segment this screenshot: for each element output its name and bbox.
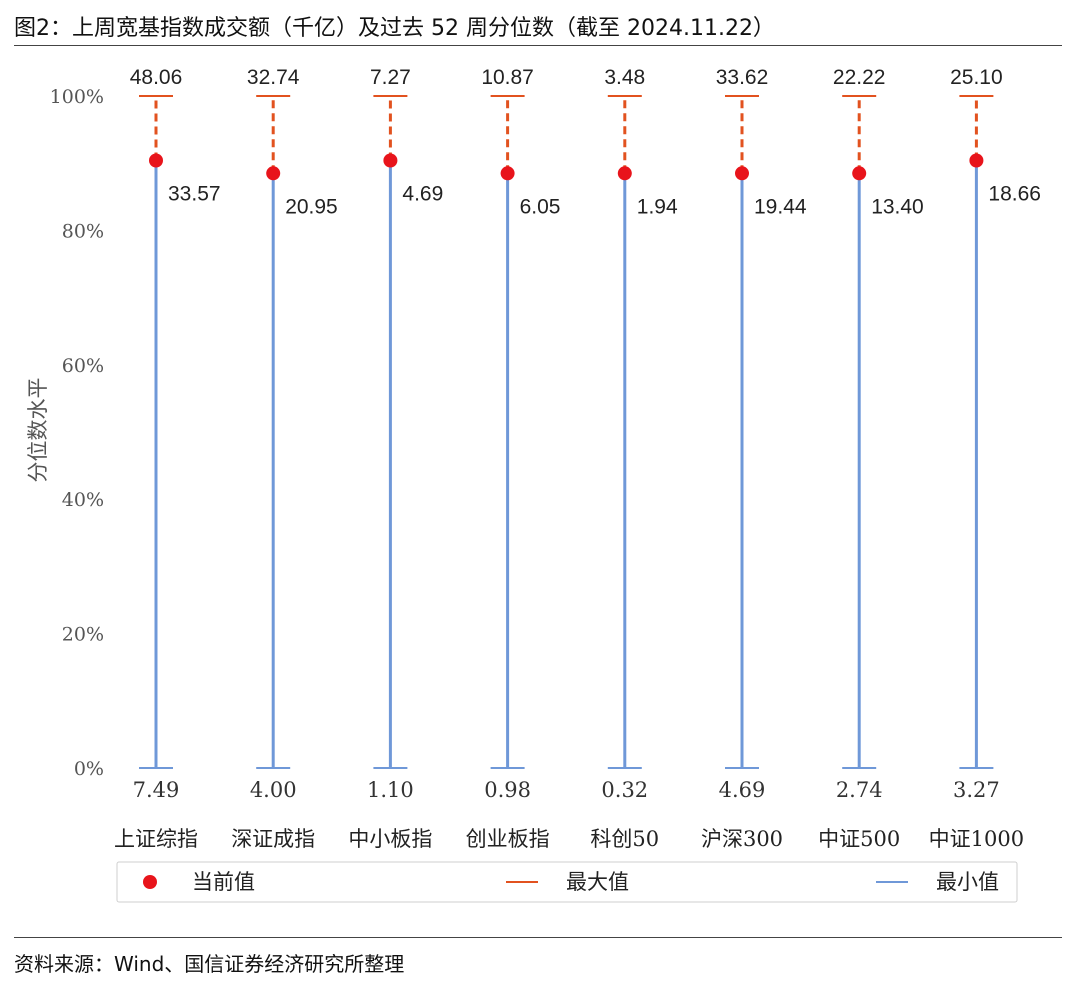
min-value-label: 4.00 bbox=[250, 778, 297, 802]
current-value-label: 4.69 bbox=[402, 183, 443, 206]
title-rule bbox=[14, 45, 1062, 46]
current-point bbox=[383, 153, 398, 168]
source-note: 资料来源：Wind、国信证券经济研究所整理 bbox=[14, 952, 405, 976]
x-category-label: 中证1000 bbox=[929, 827, 1024, 851]
legend-current-label: 当前值 bbox=[192, 870, 255, 894]
chart-marks: 48.06 33.57 7.49 32.74 20.95 4.00 7.27 4.69 1.10… bbox=[130, 66, 1041, 802]
min-value-label: 0.98 bbox=[484, 778, 531, 802]
current-point bbox=[735, 166, 749, 181]
current-point bbox=[617, 166, 632, 181]
current-value-label: 33.57 bbox=[168, 183, 221, 206]
current-value-label: 20.95 bbox=[285, 195, 338, 218]
x-category-label: 中证500 bbox=[818, 827, 900, 851]
x-category-label: 深证成指 bbox=[231, 827, 315, 851]
max-value-label: 3.48 bbox=[604, 66, 645, 89]
legend-max-label: 最大值 bbox=[566, 870, 629, 894]
min-value-label: 1.10 bbox=[367, 778, 414, 802]
max-value-label: 25.10 bbox=[950, 66, 1003, 89]
x-category-label: 沪深300 bbox=[701, 827, 783, 851]
y-tick-label: 80% bbox=[62, 220, 104, 242]
x-axis-labels: 上证综指 深证成指 中小板指 创业板指 科创50 沪深300 中证500 中证1000 bbox=[114, 827, 1024, 851]
max-value-label: 48.06 bbox=[130, 66, 183, 89]
max-value-label: 22.22 bbox=[833, 66, 886, 89]
legend-box bbox=[116, 861, 1018, 903]
legend: 当前值 最大值 最小值 bbox=[143, 870, 999, 894]
y-axis-label: 分位数水平 bbox=[26, 378, 50, 483]
current-value-label: 6.05 bbox=[520, 195, 561, 218]
min-value-label: 3.27 bbox=[953, 778, 1000, 802]
figure-title: 图2：上周宽基指数成交额（千亿）及过去 52 周分位数（截至 2024.11.2… bbox=[14, 16, 775, 41]
max-value-label: 33.62 bbox=[716, 66, 769, 89]
current-point bbox=[149, 153, 163, 168]
y-tick-label: 20% bbox=[62, 624, 104, 646]
y-tick-label: 0% bbox=[74, 758, 104, 780]
current-value-label: 1.94 bbox=[637, 195, 678, 218]
min-value-label: 0.32 bbox=[601, 778, 648, 802]
y-tick-label: 60% bbox=[62, 355, 104, 377]
max-value-label: 7.27 bbox=[370, 66, 411, 89]
max-value-label: 10.87 bbox=[481, 66, 534, 89]
x-category-label: 上证综指 bbox=[114, 827, 198, 851]
y-tick-label: 100% bbox=[50, 86, 104, 108]
current-point bbox=[969, 153, 984, 168]
min-value-label: 2.74 bbox=[836, 778, 883, 802]
source-rule bbox=[14, 937, 1062, 938]
current-value-label: 18.66 bbox=[988, 183, 1041, 206]
y-axis: 0% 20% 40% 60% 80% 100% bbox=[50, 86, 104, 780]
legend-min-label: 最小值 bbox=[936, 870, 999, 894]
current-point bbox=[852, 166, 867, 181]
x-category-label: 科创50 bbox=[590, 827, 659, 851]
x-category-label: 创业板指 bbox=[466, 827, 550, 851]
current-point bbox=[500, 166, 515, 181]
legend-current-marker bbox=[143, 875, 157, 889]
current-value-label: 13.40 bbox=[871, 195, 924, 218]
current-value-label: 19.44 bbox=[754, 195, 807, 218]
x-category-label: 中小板指 bbox=[348, 827, 432, 851]
current-point bbox=[266, 166, 281, 181]
y-tick-label: 40% bbox=[62, 489, 104, 511]
max-value-label: 32.74 bbox=[247, 66, 300, 89]
min-value-label: 7.49 bbox=[133, 778, 180, 802]
min-value-label: 4.69 bbox=[719, 778, 766, 802]
